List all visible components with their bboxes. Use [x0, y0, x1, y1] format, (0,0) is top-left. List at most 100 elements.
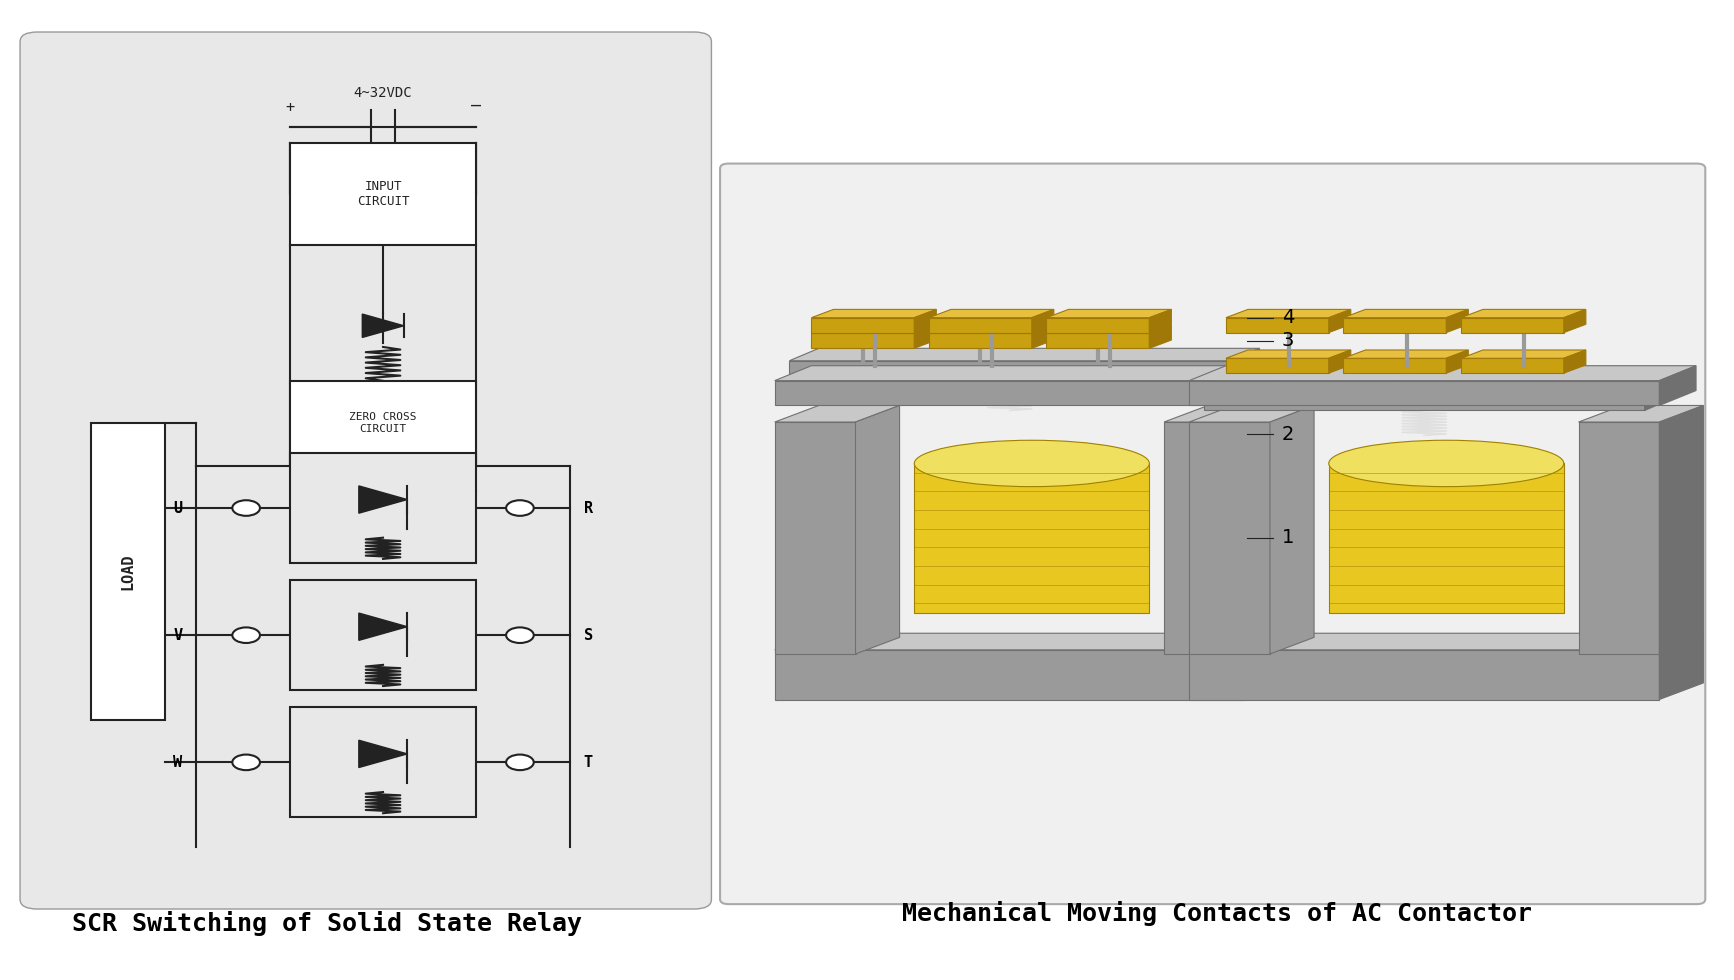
Polygon shape	[1659, 406, 1703, 654]
Polygon shape	[359, 486, 407, 514]
Bar	[1578, 422, 1659, 654]
Text: W: W	[173, 755, 182, 770]
Polygon shape	[1659, 366, 1696, 406]
Bar	[1226, 318, 1328, 332]
Bar	[290, 143, 477, 245]
Bar	[1328, 464, 1564, 612]
Polygon shape	[789, 348, 1259, 361]
Polygon shape	[855, 406, 900, 654]
Text: REELCO: REELCO	[286, 468, 480, 512]
Polygon shape	[1245, 406, 1288, 654]
Bar	[90, 423, 165, 720]
Text: 4~32VDC: 4~32VDC	[354, 85, 413, 100]
Polygon shape	[1462, 350, 1587, 359]
Polygon shape	[1328, 310, 1351, 332]
Polygon shape	[359, 613, 407, 640]
Polygon shape	[1203, 373, 1673, 385]
Bar	[290, 381, 477, 466]
Bar	[1047, 333, 1150, 348]
Bar	[1344, 359, 1446, 373]
Polygon shape	[1446, 350, 1469, 373]
Polygon shape	[1446, 310, 1469, 332]
Bar	[290, 580, 477, 690]
Bar	[775, 422, 855, 654]
Ellipse shape	[914, 440, 1150, 487]
Polygon shape	[1659, 633, 1703, 700]
Polygon shape	[812, 310, 936, 318]
Polygon shape	[1644, 373, 1673, 411]
Bar	[775, 650, 1245, 700]
Text: 3: 3	[1281, 331, 1294, 351]
Polygon shape	[362, 314, 404, 337]
Polygon shape	[1344, 310, 1469, 318]
Polygon shape	[1245, 366, 1281, 406]
Text: +: +	[284, 100, 295, 115]
Bar	[1462, 359, 1564, 373]
Bar	[1203, 385, 1644, 411]
FancyBboxPatch shape	[21, 32, 711, 909]
Polygon shape	[1269, 406, 1314, 654]
Ellipse shape	[1328, 440, 1564, 487]
Text: 1: 1	[1281, 528, 1294, 548]
Bar	[1344, 318, 1446, 332]
Text: INPUT
CIRCUIT: INPUT CIRCUIT	[357, 180, 409, 209]
Polygon shape	[1150, 325, 1172, 348]
Bar	[929, 333, 1032, 348]
Text: ZERO CROSS
CIRCUIT: ZERO CROSS CIRCUIT	[349, 413, 416, 434]
Polygon shape	[914, 310, 936, 332]
Polygon shape	[1462, 310, 1587, 318]
Circle shape	[232, 500, 260, 515]
Text: S: S	[584, 628, 593, 643]
Bar	[290, 708, 477, 817]
Polygon shape	[775, 366, 1281, 380]
Bar	[812, 318, 914, 332]
Polygon shape	[1564, 350, 1587, 373]
Text: V: V	[173, 628, 182, 643]
Polygon shape	[775, 406, 900, 422]
Polygon shape	[1245, 633, 1288, 700]
Polygon shape	[929, 310, 1054, 318]
Text: SCR Switching of Solid State Relay: SCR Switching of Solid State Relay	[71, 911, 583, 936]
Bar	[1190, 422, 1269, 654]
Polygon shape	[1190, 406, 1314, 422]
Polygon shape	[929, 325, 1054, 333]
Text: T: T	[584, 755, 593, 770]
Circle shape	[506, 627, 534, 643]
Text: Mechanical Moving Contacts of AC Contactor: Mechanical Moving Contacts of AC Contact…	[902, 902, 1533, 926]
Bar	[1226, 359, 1328, 373]
Circle shape	[506, 755, 534, 770]
Polygon shape	[914, 325, 936, 348]
Circle shape	[506, 500, 534, 515]
Polygon shape	[1047, 310, 1172, 318]
Polygon shape	[359, 740, 407, 767]
Polygon shape	[1190, 366, 1696, 380]
Polygon shape	[1344, 350, 1469, 359]
Polygon shape	[1226, 350, 1351, 359]
Polygon shape	[1226, 310, 1351, 318]
Polygon shape	[775, 633, 1288, 650]
Polygon shape	[812, 325, 936, 333]
Bar	[812, 333, 914, 348]
Circle shape	[232, 755, 260, 770]
Text: 4: 4	[1281, 308, 1294, 327]
Text: U: U	[173, 501, 182, 515]
Text: LOAD: LOAD	[120, 554, 135, 590]
Text: 2: 2	[1281, 424, 1294, 444]
Bar	[789, 361, 1229, 385]
Bar	[929, 318, 1032, 332]
Bar	[1164, 422, 1245, 654]
Bar	[1190, 380, 1659, 406]
Polygon shape	[1328, 350, 1351, 373]
Polygon shape	[1564, 310, 1587, 332]
Text: –: –	[472, 97, 482, 115]
FancyBboxPatch shape	[720, 164, 1705, 905]
Text: R: R	[584, 501, 593, 515]
Polygon shape	[1229, 348, 1259, 385]
Polygon shape	[1578, 406, 1703, 422]
Polygon shape	[1150, 310, 1172, 332]
Bar	[1190, 650, 1659, 700]
Polygon shape	[1032, 310, 1054, 332]
Bar	[1047, 318, 1150, 332]
Bar	[290, 453, 477, 564]
Bar	[775, 380, 1245, 406]
